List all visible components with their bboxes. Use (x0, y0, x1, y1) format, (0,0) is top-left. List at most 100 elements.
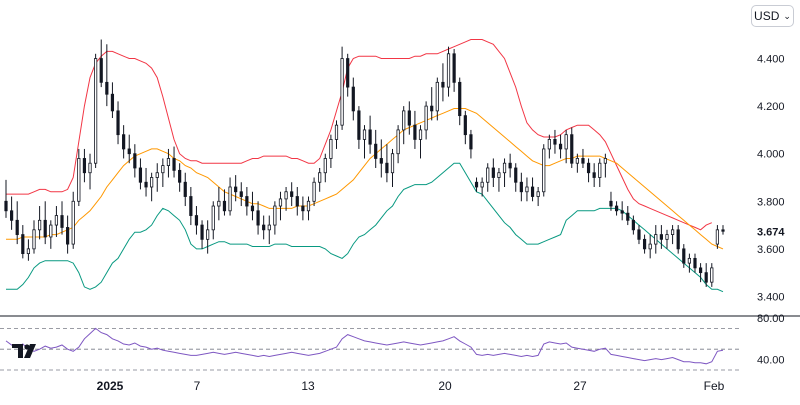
rsi-pane (0, 327, 742, 371)
candle-body (133, 153, 137, 169)
price-axis-label: 3.800 (757, 196, 785, 208)
candle-body (491, 167, 495, 178)
candle-body (558, 143, 563, 150)
candle-body (536, 191, 540, 197)
time-axis-label: Feb (704, 379, 725, 393)
candle-body (312, 181, 316, 202)
price-axis-label: 3.400 (757, 291, 785, 303)
candle-body (10, 210, 14, 221)
candle-body (452, 53, 456, 83)
candle-body (228, 186, 232, 212)
candle-body (122, 134, 126, 150)
candle-body (648, 243, 652, 250)
logo-mark (12, 344, 23, 358)
candle-body (301, 205, 305, 212)
candle-body (413, 124, 417, 140)
candle-body (508, 162, 512, 169)
candle-body (290, 191, 294, 197)
candle-body (43, 219, 47, 238)
candle-body (654, 234, 658, 245)
rsi-line (5, 327, 724, 365)
price-axis-label: 3.600 (757, 244, 785, 256)
candle-body (547, 139, 551, 150)
candle-body (575, 158, 579, 164)
tradingview-logo[interactable] (12, 344, 36, 358)
candle-body (250, 205, 255, 212)
candle-body (166, 158, 171, 166)
rsi-axis-label: 40.00 (757, 355, 785, 367)
candle-body (407, 110, 411, 126)
logo-v (24, 344, 36, 358)
candle-body (396, 129, 400, 155)
candle-body (66, 227, 70, 245)
candle-body (71, 200, 75, 245)
candle-body (54, 215, 59, 226)
candle-body (581, 158, 585, 164)
candle-body (469, 134, 473, 150)
candle-body (155, 172, 159, 178)
chevron-down-icon: ⌄ (783, 10, 791, 21)
candle-body (284, 191, 288, 200)
candle-body (564, 134, 568, 150)
price-pane (4, 39, 725, 293)
candle-body (368, 129, 372, 145)
candle-body (430, 105, 434, 112)
candle-body (659, 234, 663, 240)
candle-body (234, 186, 238, 193)
candle-body (446, 53, 451, 88)
candle-body (458, 81, 462, 117)
candle-body (626, 212, 630, 221)
candle-body (486, 167, 490, 183)
candle-body (390, 153, 395, 174)
price-axis-label: 4.000 (757, 149, 785, 161)
candle-body (637, 229, 641, 240)
candle-body (687, 257, 691, 264)
candle-body (200, 224, 204, 240)
candle-body (402, 110, 406, 131)
candle-body (525, 186, 529, 193)
candle-body (665, 234, 669, 240)
candle-body (385, 162, 389, 174)
candle-body (609, 200, 613, 207)
candle-body (570, 134, 574, 164)
candle-body (15, 219, 19, 235)
candle-body (49, 224, 53, 238)
time-axis-label: 13 (301, 379, 315, 393)
candle-body (144, 181, 148, 188)
time-axis-label: 27 (573, 379, 587, 393)
candle-body (693, 257, 697, 269)
candle-body (351, 86, 355, 112)
candle-body (329, 139, 333, 159)
candle-body (586, 162, 591, 174)
price-axis-label: 4.400 (757, 54, 785, 66)
candle-body (346, 58, 350, 88)
candle-body (435, 81, 439, 112)
rsi-axis-label: 80.00 (757, 313, 785, 325)
last-price-label: 3.674 (757, 226, 785, 238)
candle-body (642, 238, 647, 250)
candle-body (222, 200, 227, 212)
candle-body (211, 205, 215, 231)
candle-body (4, 200, 8, 212)
candle-body (704, 272, 708, 283)
candle-body (262, 224, 266, 231)
candle-body (26, 248, 31, 255)
candle-body (418, 129, 423, 140)
candle-body (278, 198, 283, 207)
price-axis-label: 4.200 (757, 101, 785, 113)
candle-body (519, 181, 523, 193)
candle-body (21, 234, 25, 255)
candle-body (38, 219, 42, 231)
candle-body (497, 172, 501, 178)
axes: 4.400 4.200 4.000 3.800 3.600 3.400 3.674 80.00… (0, 54, 800, 393)
currency-selector[interactable]: USD ⌄ (751, 5, 794, 27)
candle-body (127, 148, 131, 155)
candle-body (239, 191, 243, 197)
candle-body (273, 205, 277, 226)
candle-body (267, 224, 271, 231)
candle-body (189, 196, 193, 216)
candle-body (110, 93, 115, 112)
candle-body (424, 105, 428, 131)
candle-body (592, 172, 596, 178)
